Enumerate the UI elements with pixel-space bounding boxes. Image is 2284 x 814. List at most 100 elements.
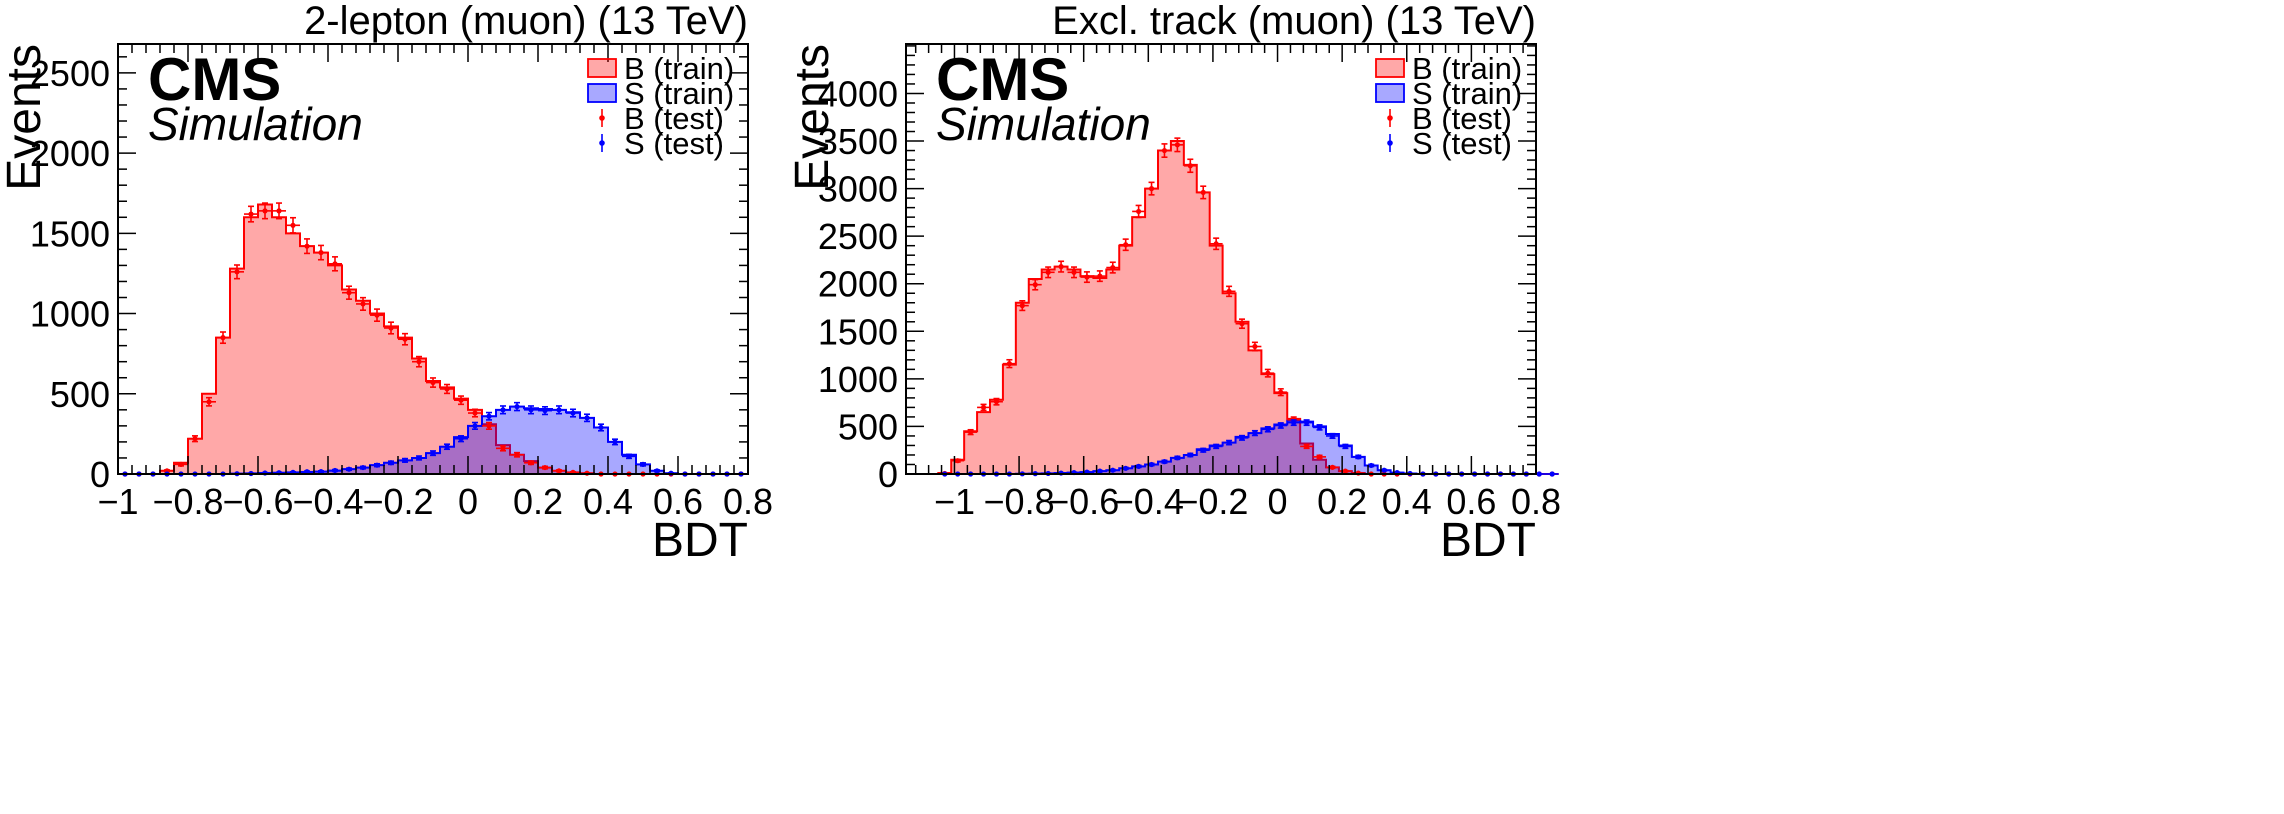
data-point bbox=[482, 411, 496, 421]
data-point bbox=[1261, 426, 1275, 433]
data-point bbox=[328, 467, 342, 474]
legend-entry: S (test) bbox=[599, 126, 724, 161]
data-point bbox=[426, 450, 440, 457]
data-point bbox=[1274, 422, 1288, 429]
legend-label: S (train) bbox=[624, 76, 734, 111]
ticks-layer bbox=[906, 44, 1537, 475]
x-tick-label: −1 bbox=[97, 481, 138, 522]
data-point bbox=[1313, 424, 1326, 431]
chart-title: 2-lepton (muon) (13 TeV) bbox=[304, 0, 748, 43]
legend-entry: B (train) bbox=[587, 51, 734, 86]
data-point bbox=[650, 468, 664, 474]
data-point bbox=[1545, 471, 1559, 477]
plot-frame bbox=[117, 43, 749, 475]
y-tick-label: 2500 bbox=[30, 53, 110, 94]
cms-label: CMS bbox=[936, 46, 1069, 113]
data-point bbox=[1338, 468, 1352, 474]
x-tick-labels: −1 −0.8−0.6−0.4−0.2 0 0.2 0.4 0.6 0.8 bbox=[934, 481, 1561, 522]
x-tick-label: 0.2 bbox=[513, 481, 563, 522]
data-point bbox=[1106, 467, 1120, 473]
data-point bbox=[1132, 463, 1146, 469]
cms-label: CMS bbox=[148, 46, 281, 113]
y-tick-label: 2000 bbox=[30, 133, 110, 174]
data-point bbox=[202, 396, 216, 407]
legend-entry: S (train) bbox=[587, 76, 734, 111]
y-tick-label: 1500 bbox=[30, 213, 110, 254]
data-point bbox=[1158, 143, 1171, 159]
x-tick-label: −0.2 bbox=[362, 481, 433, 522]
x-tick-label: −0.4 bbox=[1113, 481, 1184, 522]
y-tick-label: 2000 bbox=[818, 264, 898, 305]
legend-label: B (test) bbox=[624, 101, 724, 136]
plot-frame bbox=[905, 43, 1537, 475]
y-tick-label: 2500 bbox=[818, 216, 898, 257]
ticks-layer bbox=[118, 44, 749, 475]
data-point bbox=[1015, 300, 1029, 312]
data-point bbox=[1377, 467, 1391, 473]
data-point bbox=[594, 423, 608, 432]
data-point bbox=[496, 445, 510, 452]
y-axis-label: Events bbox=[786, 44, 839, 191]
data-point bbox=[566, 408, 580, 418]
data-point bbox=[1080, 271, 1094, 284]
data-point bbox=[412, 455, 426, 461]
y-tick-label: 500 bbox=[838, 406, 898, 447]
y-tick-label: 0 bbox=[90, 454, 110, 495]
data-point bbox=[286, 216, 300, 234]
data-point bbox=[356, 296, 370, 311]
data-point bbox=[1183, 452, 1197, 458]
data-point bbox=[426, 377, 440, 388]
x-tick-label: −0.8 bbox=[152, 481, 223, 522]
legend-entry: B (test) bbox=[599, 101, 724, 136]
data-point bbox=[1145, 461, 1158, 468]
x-tick-label: −0.4 bbox=[292, 481, 363, 522]
legend-label: S (train) bbox=[1412, 76, 1522, 111]
data-point bbox=[1170, 455, 1184, 461]
data-point bbox=[1351, 454, 1365, 460]
data-point bbox=[636, 461, 650, 467]
legend-label: B (test) bbox=[1412, 101, 1512, 136]
y-tick-labels: 0 500 1000 1500 2000 2500 3000 3500 4000 bbox=[818, 73, 898, 495]
data-point bbox=[244, 205, 258, 223]
x-tick-label: 0 bbox=[458, 481, 478, 522]
data-point bbox=[1222, 285, 1236, 298]
x-tick-label: 0.6 bbox=[653, 481, 703, 522]
data-point bbox=[370, 308, 384, 323]
data-point bbox=[468, 408, 482, 418]
data-point bbox=[342, 285, 356, 300]
y-tick-label: 3500 bbox=[818, 121, 898, 162]
data-point bbox=[384, 321, 398, 335]
data-point bbox=[1158, 459, 1171, 465]
data-point bbox=[1170, 137, 1184, 153]
data-point bbox=[1196, 185, 1210, 200]
legend-entry: B (train) bbox=[1375, 51, 1522, 86]
x-axis-label: BDT bbox=[652, 514, 748, 567]
legend-label: S (test) bbox=[1412, 126, 1512, 161]
legend-label: B (train) bbox=[1412, 51, 1522, 86]
data-point bbox=[552, 405, 566, 415]
simulation-label: Simulation bbox=[148, 98, 363, 150]
data-point bbox=[990, 397, 1003, 406]
data-point bbox=[1300, 443, 1314, 450]
y-tick-label: 1500 bbox=[818, 311, 898, 352]
data-point bbox=[964, 428, 978, 436]
data-point bbox=[1119, 465, 1133, 471]
y-tick-label: 1000 bbox=[818, 359, 898, 400]
data-point bbox=[314, 244, 328, 261]
data-point bbox=[174, 461, 188, 467]
panel-left: −1 −0.8−0.6−0.4−0.2 0 0.2 0.4 0.6 0.8 0 500 1000… bbox=[0, 0, 773, 567]
x-tick-labels: −1 −0.8−0.6−0.4−0.2 0 0.2 0.4 0.6 0.8 bbox=[97, 481, 773, 522]
data-point bbox=[1054, 260, 1068, 273]
data-point bbox=[258, 202, 272, 220]
y-axis-label: Events bbox=[0, 44, 51, 191]
data-point bbox=[384, 460, 398, 466]
legend-label: B (train) bbox=[624, 51, 734, 86]
x-tick-label: 0.4 bbox=[1382, 481, 1432, 522]
x-tick-label: −0.2 bbox=[1177, 481, 1248, 522]
data-point bbox=[951, 458, 965, 464]
legend-entry: S (train) bbox=[1375, 76, 1522, 111]
data-point bbox=[272, 202, 286, 220]
legend-entry: B (test) bbox=[1387, 101, 1512, 136]
data-point bbox=[1326, 432, 1339, 440]
